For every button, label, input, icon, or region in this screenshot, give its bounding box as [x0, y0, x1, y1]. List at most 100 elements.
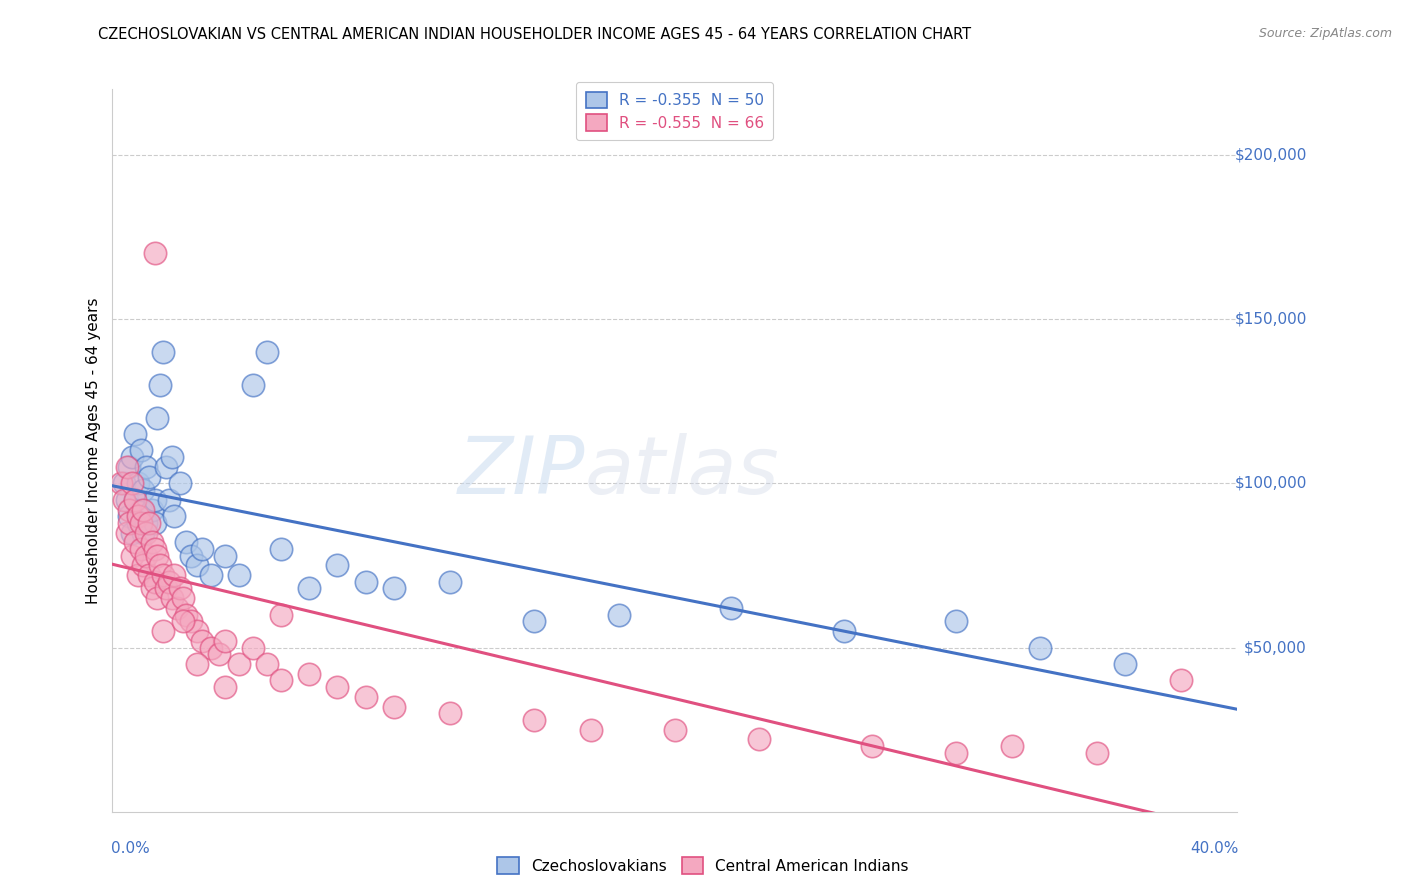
Point [169, 582, 191, 596]
Point [149, 377, 172, 392]
Point [748, 732, 770, 747]
Point [186, 657, 208, 671]
Point [146, 591, 169, 606]
Y-axis label: Householder Income Ages 45 - 64 years: Householder Income Ages 45 - 64 years [86, 297, 101, 604]
Point [186, 558, 208, 573]
Point [152, 345, 174, 359]
Point [720, 601, 742, 615]
Point [354, 574, 377, 589]
Point [160, 450, 183, 464]
Point [439, 706, 461, 721]
Point [146, 410, 169, 425]
Point [157, 492, 180, 507]
Point [115, 459, 138, 474]
Point [172, 591, 194, 606]
Point [1114, 657, 1136, 671]
Point [214, 634, 236, 648]
Point [228, 657, 250, 671]
Point [138, 469, 160, 483]
Point [112, 492, 135, 507]
Point [152, 568, 174, 582]
Point [127, 509, 149, 524]
Point [860, 739, 883, 753]
Point [180, 614, 202, 628]
Point [115, 492, 138, 507]
Point [191, 541, 214, 556]
Point [118, 459, 141, 474]
Point [180, 549, 202, 563]
Text: CZECHOSLOVAKIAN VS CENTRAL AMERICAN INDIAN HOUSEHOLDER INCOME AGES 45 - 64 YEARS: CZECHOSLOVAKIAN VS CENTRAL AMERICAN INDI… [98, 27, 972, 42]
Point [149, 558, 172, 573]
Point [124, 492, 146, 507]
Point [135, 549, 157, 563]
Point [945, 746, 967, 760]
Point [166, 601, 188, 615]
Point [129, 541, 152, 556]
Point [270, 607, 292, 622]
Point [132, 558, 155, 573]
Point [143, 246, 166, 260]
Point [121, 450, 143, 464]
Point [129, 443, 152, 458]
Point [155, 459, 177, 474]
Point [127, 476, 149, 491]
Text: $50,000: $50,000 [1244, 640, 1306, 655]
Point [832, 624, 855, 639]
Text: ZIP: ZIP [457, 434, 585, 511]
Point [354, 690, 377, 704]
Point [121, 525, 143, 540]
Point [242, 377, 264, 392]
Text: $150,000: $150,000 [1234, 311, 1306, 326]
Point [382, 699, 405, 714]
Point [298, 582, 321, 596]
Point [214, 549, 236, 563]
Point [152, 624, 174, 639]
Point [174, 607, 197, 622]
Point [1170, 673, 1192, 688]
Point [256, 345, 278, 359]
Point [270, 673, 292, 688]
Point [163, 509, 186, 524]
Point [200, 640, 222, 655]
Point [135, 525, 157, 540]
Legend: R = -0.355  N = 50, R = -0.555  N = 66: R = -0.355 N = 50, R = -0.555 N = 66 [576, 82, 773, 140]
Point [174, 535, 197, 549]
Point [169, 476, 191, 491]
Point [141, 582, 163, 596]
Text: $200,000: $200,000 [1234, 147, 1306, 162]
Point [143, 541, 166, 556]
Point [664, 723, 686, 737]
Point [160, 591, 183, 606]
Point [579, 723, 602, 737]
Point [256, 657, 278, 671]
Point [143, 492, 166, 507]
Point [228, 568, 250, 582]
Text: 40.0%: 40.0% [1189, 840, 1239, 855]
Point [1085, 746, 1108, 760]
Text: 0.0%: 0.0% [111, 840, 150, 855]
Point [523, 614, 546, 628]
Point [200, 568, 222, 582]
Point [607, 607, 630, 622]
Point [141, 535, 163, 549]
Point [945, 614, 967, 628]
Point [110, 476, 132, 491]
Point [242, 640, 264, 655]
Point [112, 476, 135, 491]
Point [157, 574, 180, 589]
Legend: Czechoslovakians, Central American Indians: Czechoslovakians, Central American India… [491, 851, 915, 880]
Point [1029, 640, 1052, 655]
Point [326, 558, 349, 573]
Point [118, 502, 141, 516]
Point [132, 502, 155, 516]
Point [121, 549, 143, 563]
Point [127, 516, 149, 530]
Text: Source: ZipAtlas.com: Source: ZipAtlas.com [1258, 27, 1392, 40]
Point [129, 502, 152, 516]
Point [298, 666, 321, 681]
Point [118, 509, 141, 524]
Point [118, 516, 141, 530]
Point [135, 516, 157, 530]
Point [124, 492, 146, 507]
Point [146, 549, 169, 563]
